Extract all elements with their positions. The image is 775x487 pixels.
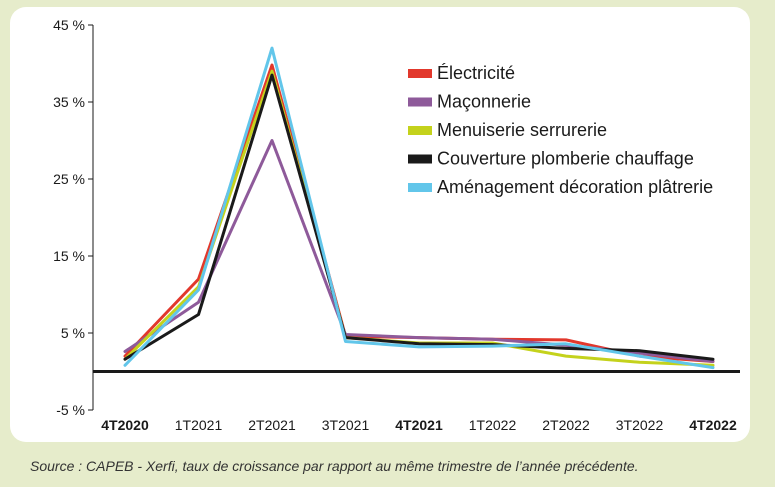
series-line xyxy=(123,46,715,370)
x-tick-label: 2T2021 xyxy=(248,417,296,433)
y-tick-label: 15 % xyxy=(53,248,85,264)
legend-label: Menuiserie serrurerie xyxy=(437,120,607,140)
legend-label: Aménagement décoration plâtrerie xyxy=(437,177,713,197)
x-tick-label: 3T2022 xyxy=(616,417,664,433)
legend-label: Couverture plomberie chauffage xyxy=(437,149,694,169)
legend-label: Maçonnerie xyxy=(437,92,531,112)
x-tick-label: 4T2020 xyxy=(101,417,149,433)
legend-swatch xyxy=(408,154,432,164)
x-tick-label: 1T2022 xyxy=(469,417,517,433)
x-tick-label: 2T2022 xyxy=(542,417,590,433)
x-tick-label: 3T2021 xyxy=(322,417,370,433)
plot-panel xyxy=(10,7,750,442)
y-tick-label: 25 % xyxy=(53,171,85,187)
legend-swatch xyxy=(408,97,432,107)
legend-swatch xyxy=(408,69,432,78)
x-tick-label: 4T2022 xyxy=(689,417,737,433)
legend-swatch xyxy=(408,126,432,135)
line-chart: 45 % 35 % 25 % 15 % 5 % -5 % 4T2020 1T2021 2T202… xyxy=(10,7,750,442)
legend-label: Électricité xyxy=(437,63,515,83)
series-line xyxy=(123,73,715,361)
source-caption: Source : CAPEB - Xerfi, taux de croissan… xyxy=(30,458,639,474)
legend-swatch xyxy=(408,183,432,192)
y-tick-label: 5 % xyxy=(61,325,85,341)
y-tick-label: 35 % xyxy=(53,94,85,110)
x-tick-label: 1T2021 xyxy=(175,417,223,433)
y-tick-label: -5 % xyxy=(56,402,85,418)
y-tick-label: 45 % xyxy=(53,17,85,33)
x-tick-label: 4T2021 xyxy=(395,417,443,433)
